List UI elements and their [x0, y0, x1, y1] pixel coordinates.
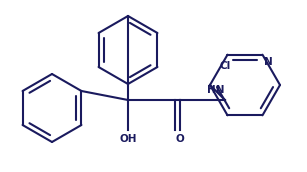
- Text: Cl: Cl: [220, 61, 231, 71]
- Text: OH: OH: [119, 134, 137, 144]
- Text: O: O: [176, 134, 185, 144]
- Text: HN: HN: [208, 85, 225, 95]
- Text: N: N: [265, 57, 273, 67]
